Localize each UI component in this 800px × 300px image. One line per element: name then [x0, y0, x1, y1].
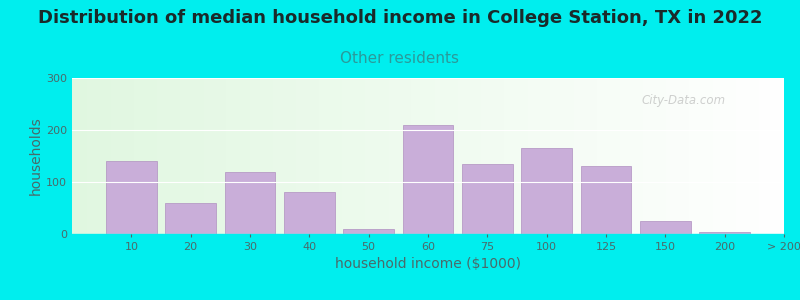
Text: Distribution of median household income in College Station, TX in 2022: Distribution of median household income … — [38, 9, 762, 27]
Y-axis label: households: households — [30, 117, 43, 195]
Bar — [343, 229, 394, 234]
Bar — [462, 164, 513, 234]
X-axis label: household income ($1000): household income ($1000) — [335, 257, 521, 271]
Bar — [166, 203, 216, 234]
Bar — [581, 167, 631, 234]
Bar — [640, 221, 690, 234]
Bar — [284, 192, 334, 234]
Text: Other residents: Other residents — [341, 51, 459, 66]
Bar — [402, 125, 454, 234]
Bar — [225, 172, 275, 234]
Text: City-Data.com: City-Data.com — [642, 94, 726, 106]
Bar — [522, 148, 572, 234]
Bar — [106, 161, 157, 234]
Bar — [699, 232, 750, 234]
